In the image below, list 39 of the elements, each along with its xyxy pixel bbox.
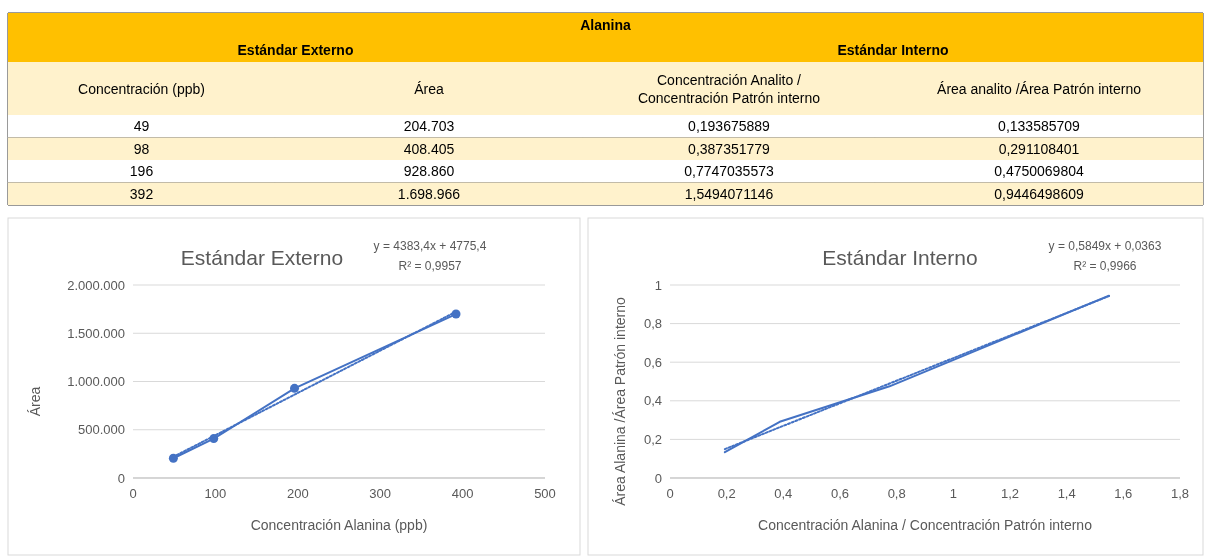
x-tick-label: 0,4 [774,486,793,501]
x-tick-label: 0,6 [830,486,850,501]
y-tick-label: 0,6 [643,354,662,370]
chart-title: Estándar Interno [822,246,978,269]
x-tick-label: 300 [369,486,392,501]
x-tick-label: 1,4 [1057,486,1076,501]
point [290,383,299,393]
x-axis-title: Concentración Alanina (ppb) [250,517,428,533]
text: R² = 0,9957 [398,259,462,273]
y-tick-label: 0,8 [643,316,662,332]
y-tick-label: 1.500.000 [67,325,125,341]
x-tick-label: 0,2 [717,486,736,501]
y-tick-label: 1.000.000 [67,374,125,389]
y-tick-label: 0,4 [643,393,662,409]
text: R² = 0,9966 [1073,259,1137,273]
y-tick-label: 0,2 [643,431,662,447]
y-tick-label: 1 [654,277,662,293]
y-tick-label: 2.000.000 [67,277,125,293]
x-tick-label: 0 [666,486,674,501]
x-tick-label: 500 [534,486,556,501]
x-tick-label: 200 [286,486,309,501]
x-tick-label: 0 [129,486,137,501]
x-tick-label: 400 [451,486,474,501]
x-tick-label: 1,8 [1170,486,1190,501]
x-tick-label: 1,2 [1000,486,1020,501]
x-axis-title: Concentración Alanina / Concentración Patrón interno [758,517,1093,533]
x-tick-label: 100 [204,486,227,501]
y-axis-title: Área [27,386,43,417]
data-table: Alanina Estándar Externo Estándar Interno Concentración (ppb) Área Concentración Analito / Concentración Patrón interno Área analito /Área Patrón interno 49 204.703 0,193675889 0,133585709 98 408.405 0,387351779 0,291108401 196 928.860 0,7747035573 0,4750069804 392 1.698.966 1,5494071146 0,9446498609 [7,12,1204,206]
x-tick-label: 0,8 [887,486,906,501]
y-tick-label: 0 [654,470,662,486]
y-tick-label: 500.000 [78,422,125,438]
y-axis-title: Área Alanina /Área Patrón interno [612,297,628,506]
x-tick-label: 1,6 [1114,486,1133,501]
text: y = 4383,4x + 4775,4 [373,239,487,253]
y-tick-label: 0 [117,470,125,486]
text: y = 0,5849x + 0,0363 [1048,239,1162,253]
x-tick-label: 1 [949,486,957,501]
chart-title: Estándar Externo [180,246,344,269]
